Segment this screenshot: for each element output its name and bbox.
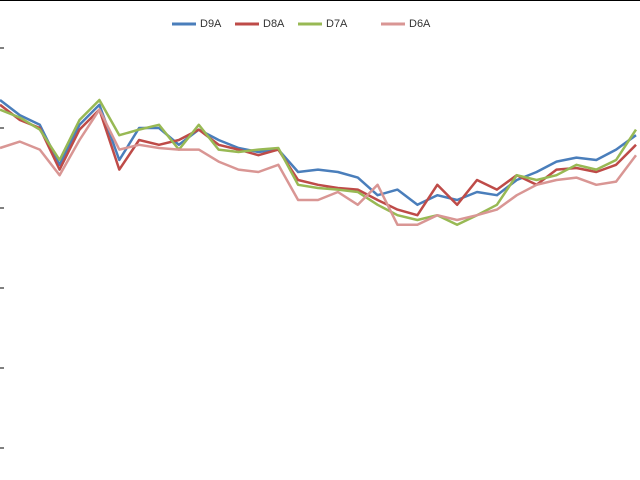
series-line	[0, 103, 637, 217]
legend: D9A D8A D7A D6A	[172, 18, 431, 30]
series-line	[0, 98, 638, 227]
legend-label: D7A	[326, 18, 348, 30]
series-line	[0, 108, 637, 227]
legend-label: D8A	[263, 18, 285, 30]
legend-label: D9A	[200, 18, 222, 30]
legend-label: D6A	[409, 18, 431, 30]
